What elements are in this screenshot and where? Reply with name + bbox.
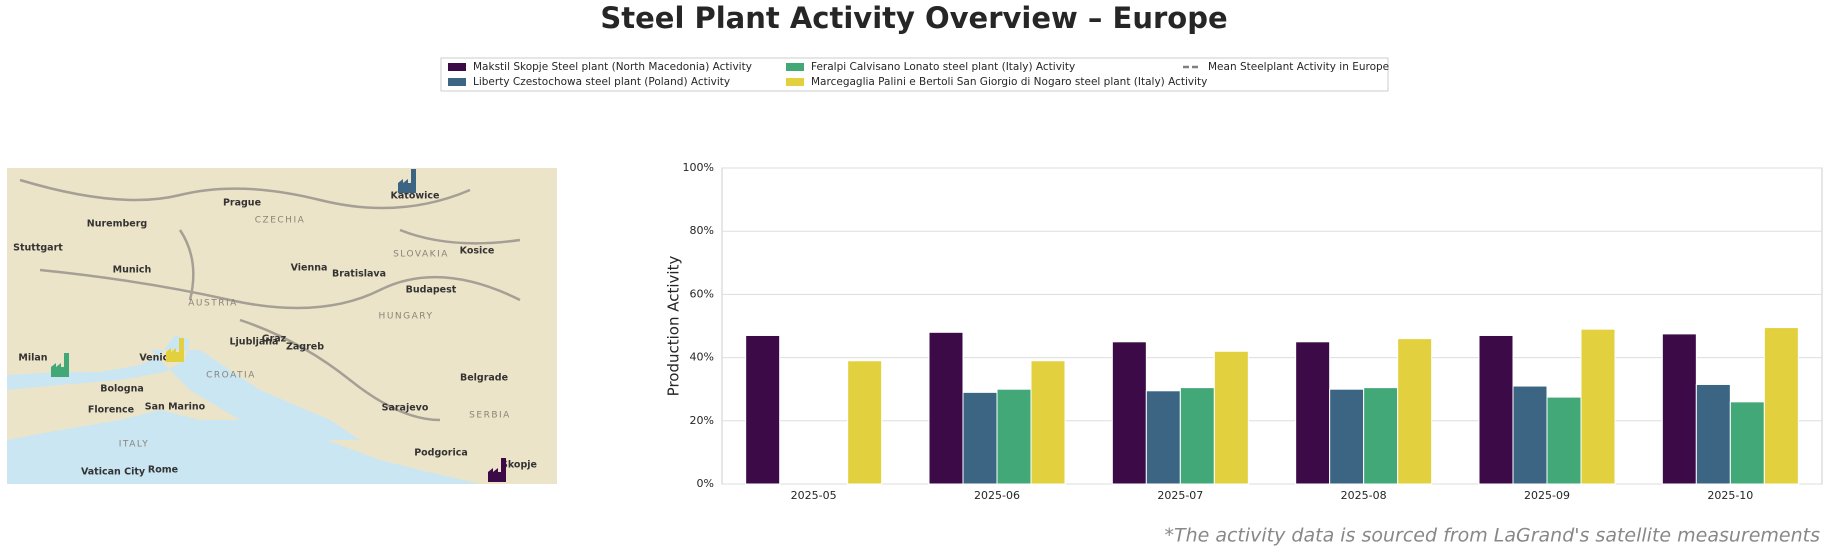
map-label: HUNGARY [379,312,434,322]
map-label: Podgorica [414,448,468,459]
map-label: Kosice [460,246,495,257]
footnote: *The activity data is sourced from LaGra… [1164,525,1820,547]
bar [962,391,998,485]
bar [1763,327,1799,485]
bar [1363,387,1399,485]
map-sea [7,335,480,484]
legend-swatch [786,78,804,86]
plant-icon [398,169,416,193]
legend-box [440,57,1389,92]
x-tick-label: 2025-10 [1707,489,1753,502]
legend-label: Liberty Czestochowa steel plant (Poland)… [473,76,730,88]
map-label: Stuttgart [13,243,63,254]
map-label: Graz [262,334,287,345]
legend-label: Feralpi Calvisano Lonato steel plant (It… [811,61,1075,73]
map-label: Prague [223,198,261,209]
plant-icon [488,458,506,482]
y-tick-label: 20% [690,414,714,427]
y-tick-label: 100% [683,161,714,174]
bar [996,388,1032,485]
map-label: Katowice [391,191,440,202]
map-label: Belgrade [460,373,508,384]
bar [1729,401,1765,485]
bar [1397,338,1433,485]
map-label: CROATIA [206,371,256,381]
chart-title: Steel Plant Activity Overview – Europe [600,1,1227,35]
bar [1478,334,1514,485]
map-label: AUSTRIA [188,299,238,309]
map-label: Skopje [501,460,537,471]
x-tick-label: 2025-06 [974,489,1020,502]
map-label: San Marino [145,402,206,413]
y-axis-label: Production Activity [665,256,683,397]
bar [1512,385,1548,485]
map-label: Vienna [291,263,328,274]
map-borders [19,178,521,422]
legend-swatch [448,78,466,86]
y-tick-label: 40% [690,351,714,364]
legend-label: Marcegaglia Palini e Bertoli San Giorgio… [811,76,1207,88]
legend-swatch [786,63,804,71]
bar [1295,341,1331,485]
bar [1695,383,1731,485]
y-tick-label: 60% [690,287,714,300]
bar [1580,328,1616,485]
bar [1213,350,1249,485]
bar [745,334,781,485]
bar [1329,388,1365,485]
map-label: SLOVAKIA [393,250,449,260]
legend-swatch [448,63,466,71]
map-label: Milan [18,353,47,364]
y-tick-label: 0% [697,477,714,490]
x-tick-label: 2025-09 [1524,489,1570,502]
bar [1145,390,1181,485]
x-tick-label: 2025-07 [1157,489,1203,502]
y-tick-label: 80% [690,224,714,237]
map-label: Vatican City [81,467,146,478]
map-label: Bologna [100,384,144,395]
map-label: Bratislava [332,269,386,280]
plant-icon [166,338,184,362]
map-label: Nuremberg [87,219,147,230]
map-label: Budapest [406,285,457,296]
map-label: ITALY [119,440,149,450]
map-label: Munich [113,265,152,276]
map-label: Rome [148,465,178,476]
map [7,168,557,484]
legend-label: Mean Steelplant Activity in Europe [1208,61,1389,73]
x-tick-label: 2025-05 [791,489,837,502]
map-label: Florence [88,405,134,416]
legend-label: Makstil Skopje Steel plant (North Macedo… [473,61,752,73]
map-label: Ljubljana [230,337,279,348]
x-tick-label: 2025-08 [1341,489,1387,502]
bar [1179,387,1215,485]
bar [1546,396,1582,485]
bar [928,331,964,485]
map-label: CZECHIA [255,216,306,226]
bar [1111,341,1147,485]
map-label: Venice [139,353,174,364]
plant-icon [51,353,69,377]
bar [1030,360,1066,485]
map-label: SERBIA [469,411,511,421]
bar [1661,333,1697,485]
plot-frame [721,167,1823,485]
map-label: Sarajevo [382,403,429,414]
map-label: Zagreb [286,342,324,353]
bar [847,360,883,485]
